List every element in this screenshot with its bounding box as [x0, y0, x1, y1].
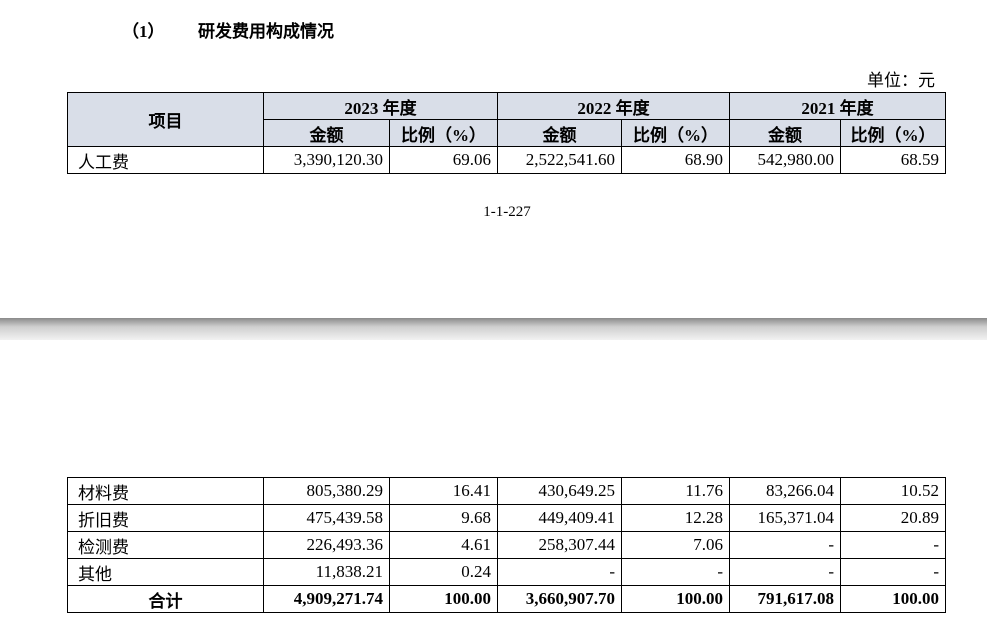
- cell-value: 3,390,120.30: [263, 146, 390, 174]
- heading-title: 研发费用构成情况: [198, 22, 334, 41]
- sub-header: 金额: [263, 119, 390, 147]
- cell-value: -: [840, 558, 946, 586]
- table-row: 人工费 3,390,120.30 69.06 2,522,541.60 68.90 542…: [67, 146, 946, 174]
- cell-value: -: [840, 531, 946, 559]
- cell-value: 9.68: [389, 504, 498, 532]
- cell-value: 11.76: [621, 477, 730, 505]
- cell-value: 68.90: [621, 146, 730, 174]
- cell-value: 100.00: [389, 585, 498, 613]
- unit: 单位：元: [867, 71, 935, 90]
- cell-value: 100.00: [621, 585, 730, 613]
- cell-value: 83,266.04: [729, 477, 841, 505]
- cell-value: 3,660,907.70: [497, 585, 622, 613]
- cell-value: 805,380.29: [263, 477, 390, 505]
- cell-value: 11,838.21: [263, 558, 390, 586]
- cell-value: -: [497, 558, 622, 586]
- item-header: 项目: [67, 92, 264, 147]
- page-break: [0, 318, 987, 340]
- year-header: 2023 年度: [263, 92, 498, 120]
- cell-value: 791,617.08: [729, 585, 841, 613]
- header-row: 项目 2023 年度 2022 年度 2021 年度: [67, 92, 946, 147]
- cell-value: 449,409.41: [497, 504, 622, 532]
- cell-value: 100.00: [840, 585, 946, 613]
- cell-value: 542,980.00: [729, 146, 841, 174]
- row-label: 检测费: [67, 531, 264, 559]
- table-row: 其他 11,838.21 0.24- - - -: [67, 558, 946, 586]
- sub-header: 比例（%）: [840, 119, 946, 147]
- sub-header: 金额: [497, 119, 622, 147]
- heading-number: （1）: [122, 22, 165, 41]
- cell-value: 4,909,271.74: [263, 585, 390, 613]
- cell-value: 69.06: [389, 146, 498, 174]
- table-row: 检测费 226,493.36 4.61 258,307.44 7.06- -: [67, 531, 946, 559]
- cell-value: -: [621, 558, 730, 586]
- cell-value: 7.06: [621, 531, 730, 559]
- cell-value: 258,307.44: [497, 531, 622, 559]
- year-header: 2021 年度: [729, 92, 946, 120]
- cell-value: 20.89: [840, 504, 946, 532]
- row-label: 合计: [67, 585, 264, 613]
- table-row: 材料费 805,380.29 16.41 430,649.25 11.76 83,266.…: [67, 477, 946, 505]
- cell-value: -: [729, 531, 841, 559]
- cell-value: 2,522,541.60: [497, 146, 622, 174]
- year-header: 2022 年度: [497, 92, 730, 120]
- cell-value: 226,493.36: [263, 531, 390, 559]
- cell-value: 68.59: [840, 146, 946, 174]
- cell-value: -: [729, 558, 841, 586]
- table-row: 合计 4,909,271.74 100.00 3,660,907.70 100.00 79…: [67, 585, 946, 613]
- cell-value: 165,371.04: [729, 504, 841, 532]
- table-row: 折旧费 475,439.58 9.68 449,409.41 12.28 165,371.…: [67, 504, 946, 532]
- cell-value: 12.28: [621, 504, 730, 532]
- cost-table: 项目 2023 年度 2022 年度 2021 年度 金额 比例（%） 金额 比例（%） 金额比…: [67, 92, 946, 174]
- cell-value: 475,439.58: [263, 504, 390, 532]
- header-row: 金额 比例（%） 金额 比例（%） 金额 比例（%）: [68, 119, 946, 147]
- cell-value: 16.41: [389, 477, 498, 505]
- row-label: 其他: [67, 558, 264, 586]
- cost-table-continued: 材料费 805,380.29 16.41 430,649.25 11.76 83,266.…: [67, 477, 946, 613]
- row-label: 折旧费: [67, 504, 264, 532]
- cell-value: 10.52: [840, 477, 946, 505]
- cell-value: 430,649.25: [497, 477, 622, 505]
- sub-header: 比例（%）: [621, 119, 730, 147]
- sub-header: 金额: [729, 119, 841, 147]
- cell-value: 0.24: [389, 558, 498, 586]
- cell-value: 4.61: [389, 531, 498, 559]
- row-label: 人工费: [67, 146, 264, 174]
- page-number: 1-1-227: [483, 204, 531, 220]
- row-label: 材料费: [67, 477, 264, 505]
- sub-header: 比例（%）: [389, 119, 498, 147]
